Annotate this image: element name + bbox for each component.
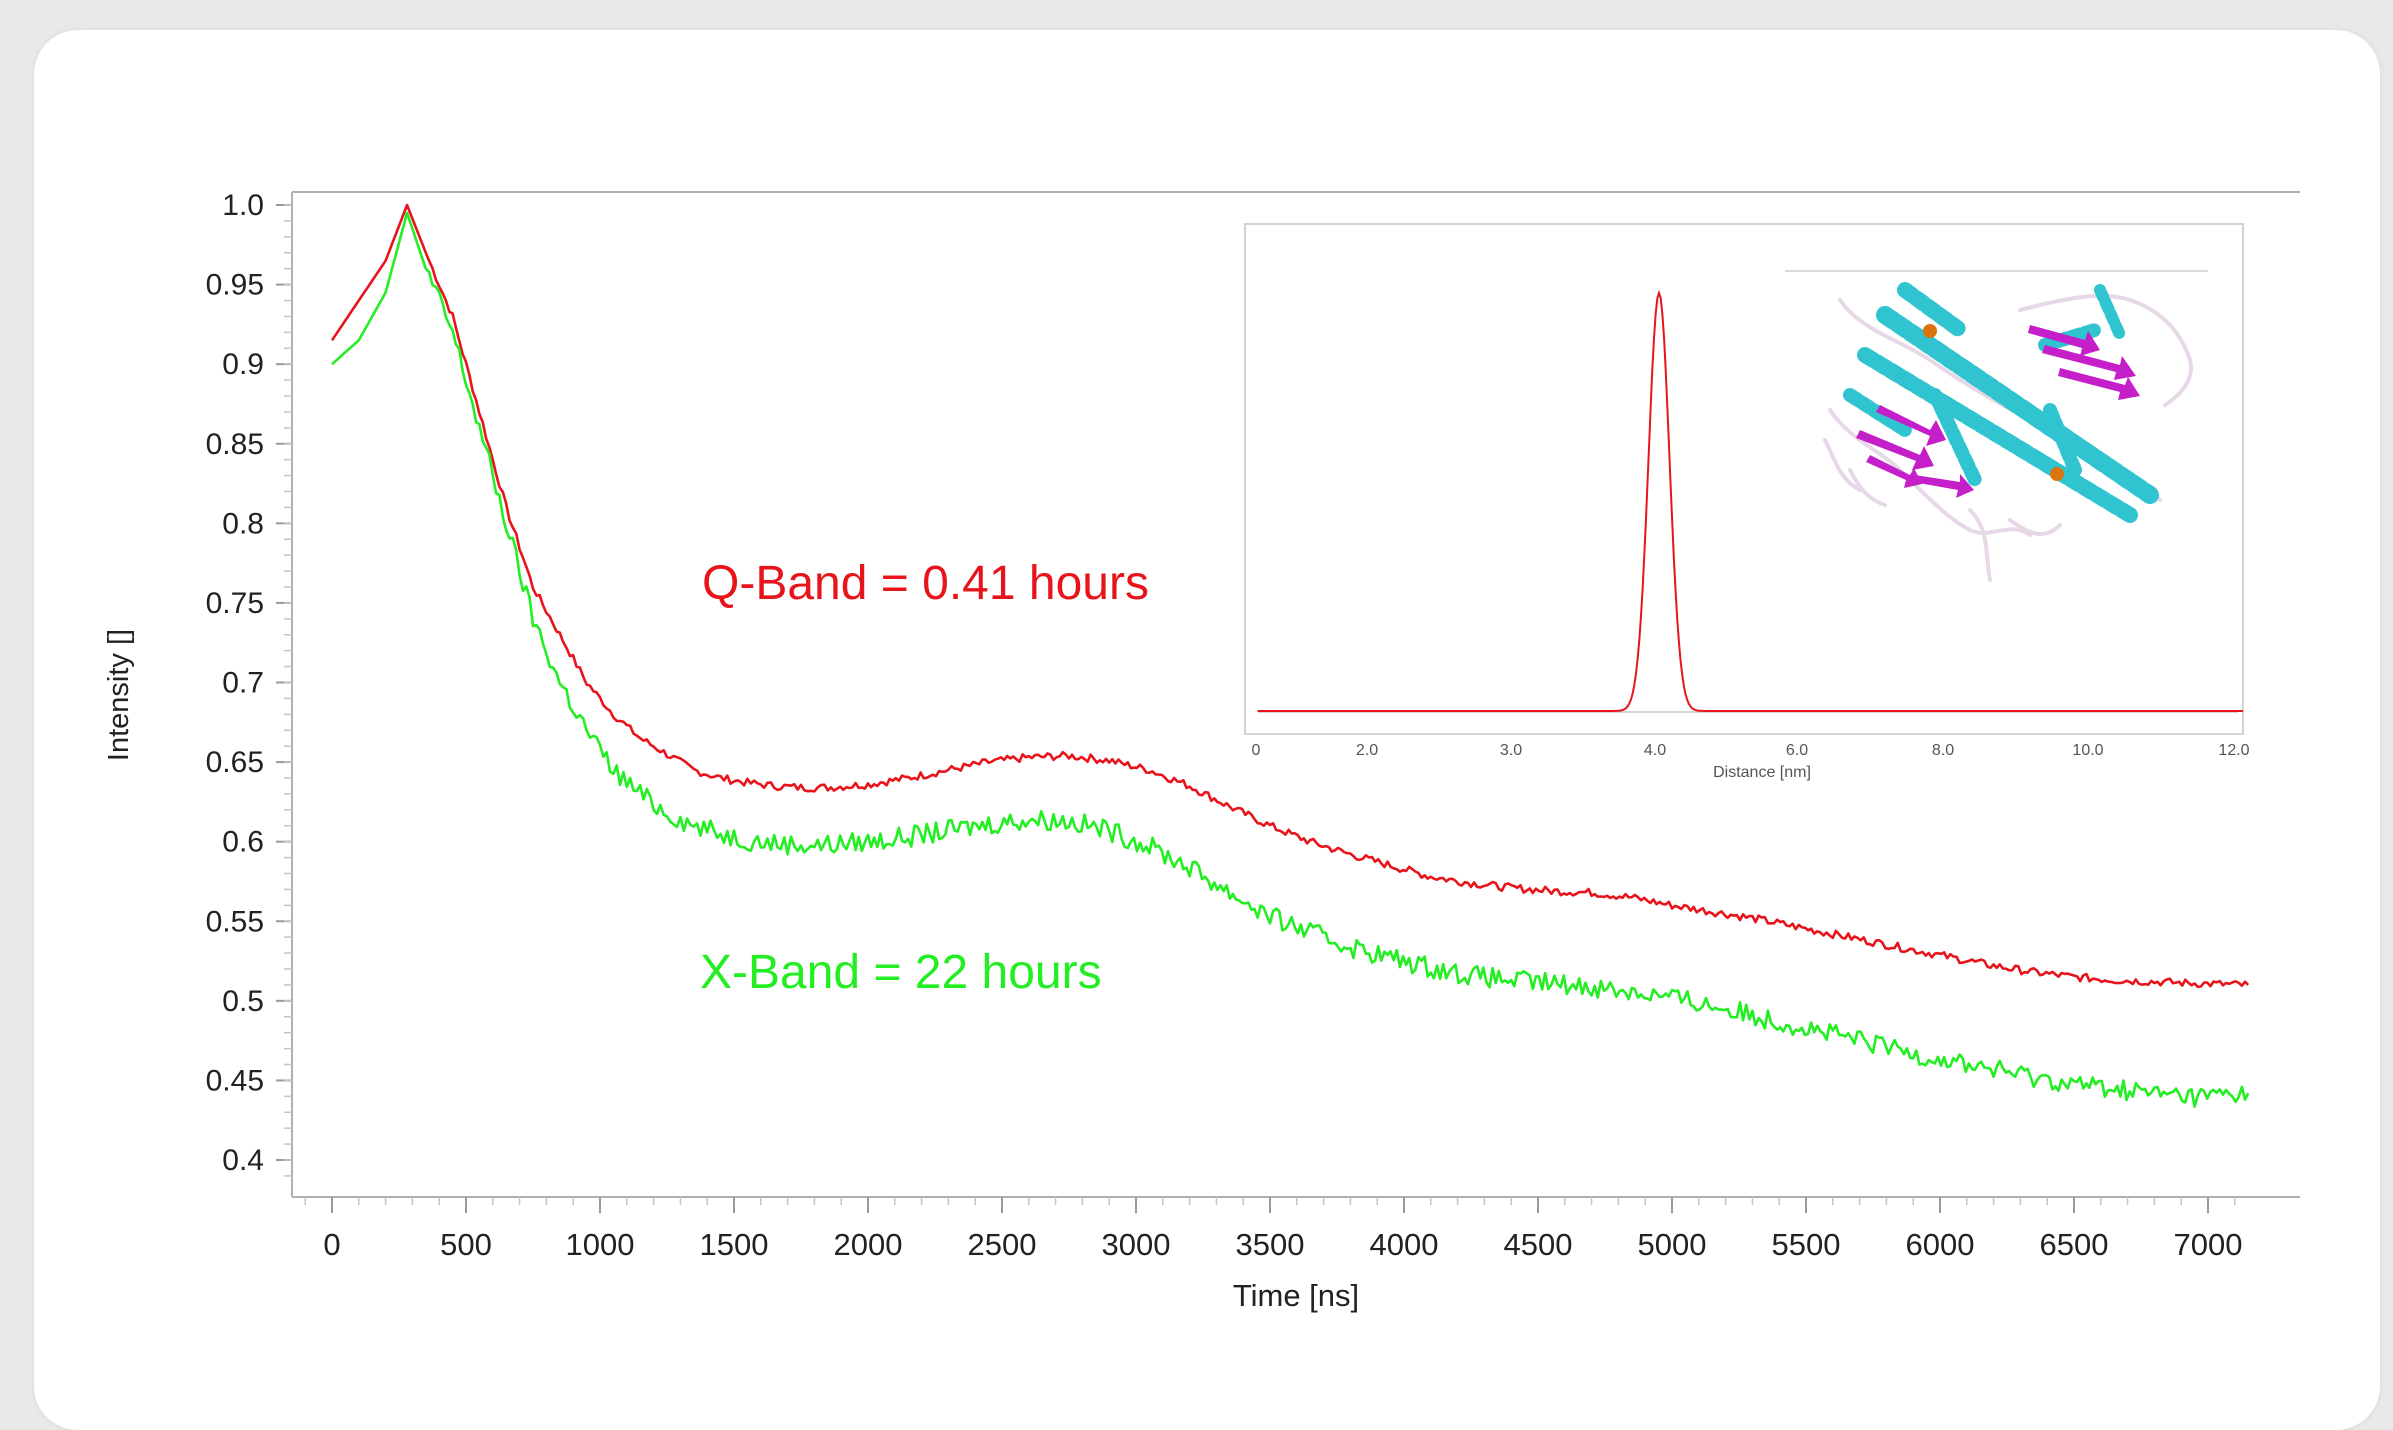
y-tick-label: 0.75 xyxy=(206,587,264,620)
x-tick-label: 6000 xyxy=(1906,1227,1975,1262)
x-tick-label: 0 xyxy=(323,1227,340,1262)
inset-frame xyxy=(1244,223,2244,735)
y-tick-label: 0.55 xyxy=(206,905,264,938)
x-tick-label: 3500 xyxy=(1236,1227,1305,1262)
inset-distance-distribution-line xyxy=(1257,289,2243,712)
inset-tick-label: 2.0 xyxy=(1356,742,1378,759)
q-band-annotation: Q-Band = 0.41 hours xyxy=(702,557,1149,610)
x-tick-label: 1500 xyxy=(700,1227,769,1262)
y-tick-label: 0.8 xyxy=(222,507,264,540)
x-tick-label: 4500 xyxy=(1504,1227,1573,1262)
inset-tick-label: 3.0 xyxy=(1500,742,1522,759)
protein-ribbon-structure-icon xyxy=(1823,282,2193,582)
x-tick-label: 7000 xyxy=(2174,1227,2243,1262)
y-axis-label: Intensity [] xyxy=(103,629,135,761)
inset-x-axis-label: Distance [nm] xyxy=(1713,764,1811,781)
metal-ion-2 xyxy=(2050,467,2064,481)
y-axis-ticks: 1.0 0.95 0.9 0.85 0.8 0.75 0.7 0.65 0.6 0.55 0.5 0.… xyxy=(206,189,292,1177)
x-tick-label: 4000 xyxy=(1370,1227,1439,1262)
inset-tick-label: 0 xyxy=(1252,742,1261,759)
beta-sheet-shapes xyxy=(1856,325,2140,498)
x-band-series-line xyxy=(331,211,2250,1108)
inset-x-ticks: 0 2.0 3.0 4.0 6.0 8.0 10.0 12.0 xyxy=(1252,742,2250,759)
x-tick-label: 3000 xyxy=(1102,1227,1171,1262)
y-tick-label: 0.45 xyxy=(206,1064,264,1097)
inset-tick-label: 6.0 xyxy=(1786,742,1808,759)
x-axis-label: Time [ns] xyxy=(1233,1278,1359,1313)
x-tick-label: 6500 xyxy=(2040,1227,2109,1262)
y-tick-label: 0.7 xyxy=(222,667,264,700)
x-band-annotation: X-Band = 22 hours xyxy=(700,946,1102,999)
x-tick-label: 5500 xyxy=(1772,1227,1841,1262)
inset-tick-label: 10.0 xyxy=(2072,742,2103,759)
y-tick-label: 0.6 xyxy=(222,826,264,859)
y-tick-label: 0.65 xyxy=(206,746,264,779)
inset-tick-label: 8.0 xyxy=(1932,742,1954,759)
x-tick-label: 2500 xyxy=(968,1227,1037,1262)
x-axis-ticks: 0 500 1000 1500 2000 2500 3000 3500 4000 4500 5000… xyxy=(304,1197,2243,1262)
inset-tick-label: 12.0 xyxy=(2218,742,2249,759)
x-tick-label: 500 xyxy=(440,1227,492,1262)
x-tick-label: 5000 xyxy=(1638,1227,1707,1262)
y-tick-label: 0.5 xyxy=(222,985,264,1018)
y-tick-label: 1.0 xyxy=(222,189,264,222)
q-band-series-line xyxy=(330,203,2250,989)
main-chart: 1.0 0.95 0.9 0.85 0.8 0.75 0.7 0.65 0.6 0.55 0.5 0.… xyxy=(103,189,2300,1313)
metal-ion-1 xyxy=(1923,324,1937,338)
y-tick-label: 0.9 xyxy=(222,348,264,381)
series-layer xyxy=(330,203,2250,1108)
inset-distance-chart: 0 2.0 3.0 4.0 6.0 8.0 10.0 12.0 Distance [nm] xyxy=(1244,223,2250,781)
y-tick-label: 0.4 xyxy=(222,1144,264,1177)
inset-tick-label: 4.0 xyxy=(1644,742,1666,759)
x-tick-label: 1000 xyxy=(566,1227,635,1262)
y-tick-label: 0.95 xyxy=(206,269,264,302)
y-tick-label: 0.85 xyxy=(206,428,264,461)
x-tick-label: 2000 xyxy=(834,1227,903,1262)
